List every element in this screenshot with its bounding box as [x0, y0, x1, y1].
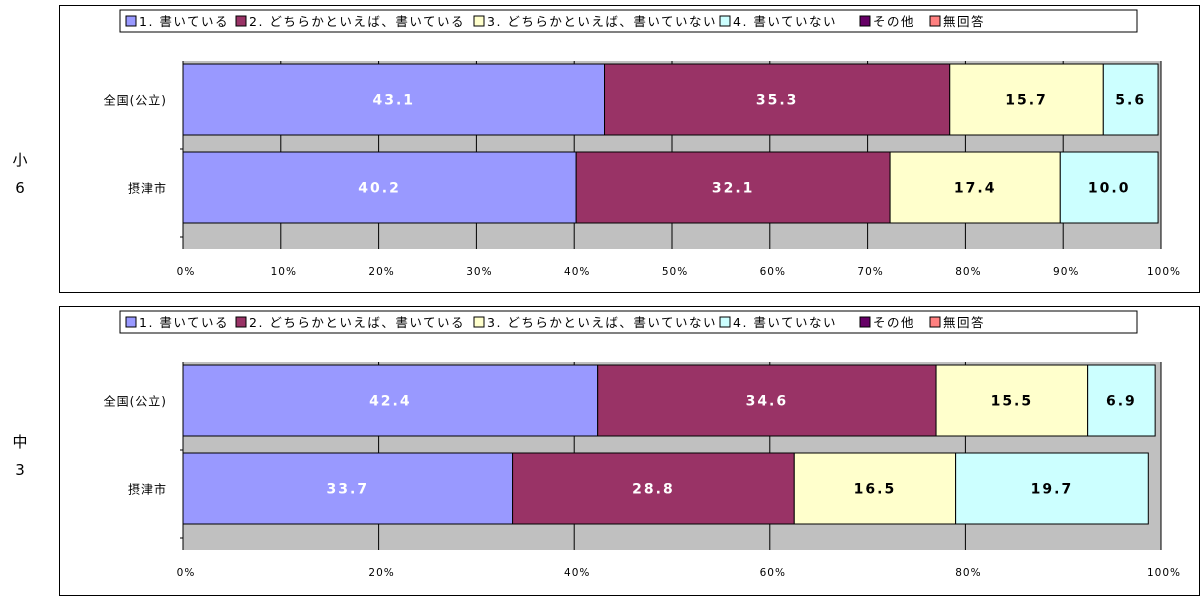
bar-1-4 [1087, 364, 1156, 437]
x-tick-label-8: 70% [857, 266, 883, 278]
data-label-1-3: 15.5 [991, 394, 1034, 410]
legend-label-6: 無回答 [943, 315, 985, 330]
legend-label-4: 4. 書いていない [733, 14, 837, 29]
data-label-1-4: 5.6 [1115, 93, 1146, 109]
data-label-1-1: 43.1 [372, 93, 415, 109]
bar-1-4 [1102, 63, 1159, 136]
x-tick-label-7: 60% [760, 266, 786, 278]
category-label-1: 全国(公立) [104, 93, 167, 108]
x-tick-label-3: 40% [564, 567, 590, 579]
category-label-2: 摂津市 [128, 482, 167, 497]
bar-1-3 [935, 364, 1089, 437]
legend-label-2: 2. どちらかといえば、書いている [249, 14, 465, 29]
legend-swatch-6 [929, 316, 941, 328]
group-label-1-char-1: 小 [12, 151, 28, 169]
x-tick-label-3: 20% [368, 266, 394, 278]
legend-label-1: 1. 書いている [139, 315, 229, 330]
x-tick-label-11: 100% [1147, 266, 1181, 278]
x-tick-label-2: 20% [368, 567, 394, 579]
category-label-2: 摂津市 [128, 181, 167, 196]
data-label-2-3: 17.4 [954, 181, 997, 197]
legend-label-5: その他 [873, 315, 915, 330]
legend: 1. 書いている 2. どちらかといえば、書いている 3. どちらかといえば、書いて… [119, 9, 1138, 33]
legend-label-4: 4. 書いていない [733, 315, 837, 330]
bar-2-2 [512, 452, 795, 525]
legend-swatch-5 [859, 15, 871, 27]
group-label-1-char-2: 6 [15, 179, 25, 197]
chart-svg-1: 1. 書いている 2. どちらかといえば、書いている 3. どちらかといえば、書いて… [104, 9, 1181, 278]
x-tick-label-1: 0% [177, 266, 196, 278]
bar-1-2 [604, 63, 951, 136]
legend-swatch-3 [473, 316, 485, 328]
bar-2-2 [575, 151, 891, 224]
data-label-1-4: 6.9 [1106, 394, 1137, 410]
data-label-2-3: 16.5 [854, 482, 897, 498]
bar-2-3 [889, 151, 1061, 224]
legend: 1. 書いている 2. どちらかといえば、書いている 3. どちらかといえば、書いて… [119, 310, 1138, 334]
bar-1-3 [949, 63, 1104, 136]
legend-swatch-1 [125, 316, 137, 328]
legend-swatch-4 [719, 316, 731, 328]
x-tick-label-5: 40% [564, 266, 590, 278]
data-label-1-2: 34.6 [746, 394, 789, 410]
data-label-2-4: 19.7 [1031, 482, 1074, 498]
x-tick-label-6: 100% [1147, 567, 1181, 579]
group-label-2-char-2: 3 [15, 461, 25, 479]
legend-swatch-3 [473, 15, 485, 27]
bar-1-1 [182, 63, 606, 136]
data-label-1-3: 15.7 [1005, 93, 1048, 109]
x-tick-label-2: 10% [271, 266, 297, 278]
data-label-2-1: 40.2 [358, 181, 401, 197]
legend-swatch-6 [929, 15, 941, 27]
category-label-1: 全国(公立) [104, 394, 167, 409]
x-tick-label-6: 50% [662, 266, 688, 278]
bar-2-3 [793, 452, 957, 525]
legend-swatch-5 [859, 316, 871, 328]
data-label-1-2: 35.3 [756, 93, 799, 109]
bar-2-4 [955, 452, 1149, 525]
legend-label-6: 無回答 [943, 14, 985, 29]
chart-panel-2: 1. 書いている 2. どちらかといえば、書いている 3. どちらかといえば、書いて… [59, 306, 1200, 596]
data-label-2-1: 33.7 [327, 482, 370, 498]
legend-label-3: 3. どちらかといえば、書いていない [487, 315, 717, 330]
data-label-2-2: 28.8 [632, 482, 675, 498]
legend-box [119, 9, 1138, 33]
data-label-2-2: 32.1 [712, 181, 755, 197]
chart-panel-1: 1. 書いている 2. どちらかといえば、書いている 3. どちらかといえば、書いて… [59, 5, 1200, 293]
x-tick-label-5: 80% [955, 567, 981, 579]
x-tick-label-1: 0% [177, 567, 196, 579]
x-tick-label-10: 90% [1053, 266, 1079, 278]
legend-swatch-2 [235, 15, 247, 27]
data-label-2-4: 10.0 [1088, 181, 1131, 197]
legend-swatch-4 [719, 15, 731, 27]
legend-swatch-2 [235, 316, 247, 328]
group-label-2-char-1: 中 [12, 433, 28, 451]
bar-2-4 [1059, 151, 1159, 224]
x-tick-label-4: 60% [760, 567, 786, 579]
legend-label-5: その他 [873, 14, 915, 29]
group-label-2: 中 3 [0, 428, 40, 484]
legend-label-2: 2. どちらかといえば、書いている [249, 315, 465, 330]
x-tick-label-4: 30% [466, 266, 492, 278]
legend-box [119, 310, 1138, 334]
bar-2-1 [182, 452, 514, 525]
legend-label-3: 3. どちらかといえば、書いていない [487, 14, 717, 29]
legend-label-1: 1. 書いている [139, 14, 229, 29]
data-label-1-1: 42.4 [369, 394, 412, 410]
group-label-1: 小 6 [0, 146, 40, 202]
x-tick-label-9: 80% [955, 266, 981, 278]
legend-swatch-1 [125, 15, 137, 27]
chart-svg-2: 1. 書いている 2. どちらかといえば、書いている 3. どちらかといえば、書いて… [104, 310, 1181, 579]
